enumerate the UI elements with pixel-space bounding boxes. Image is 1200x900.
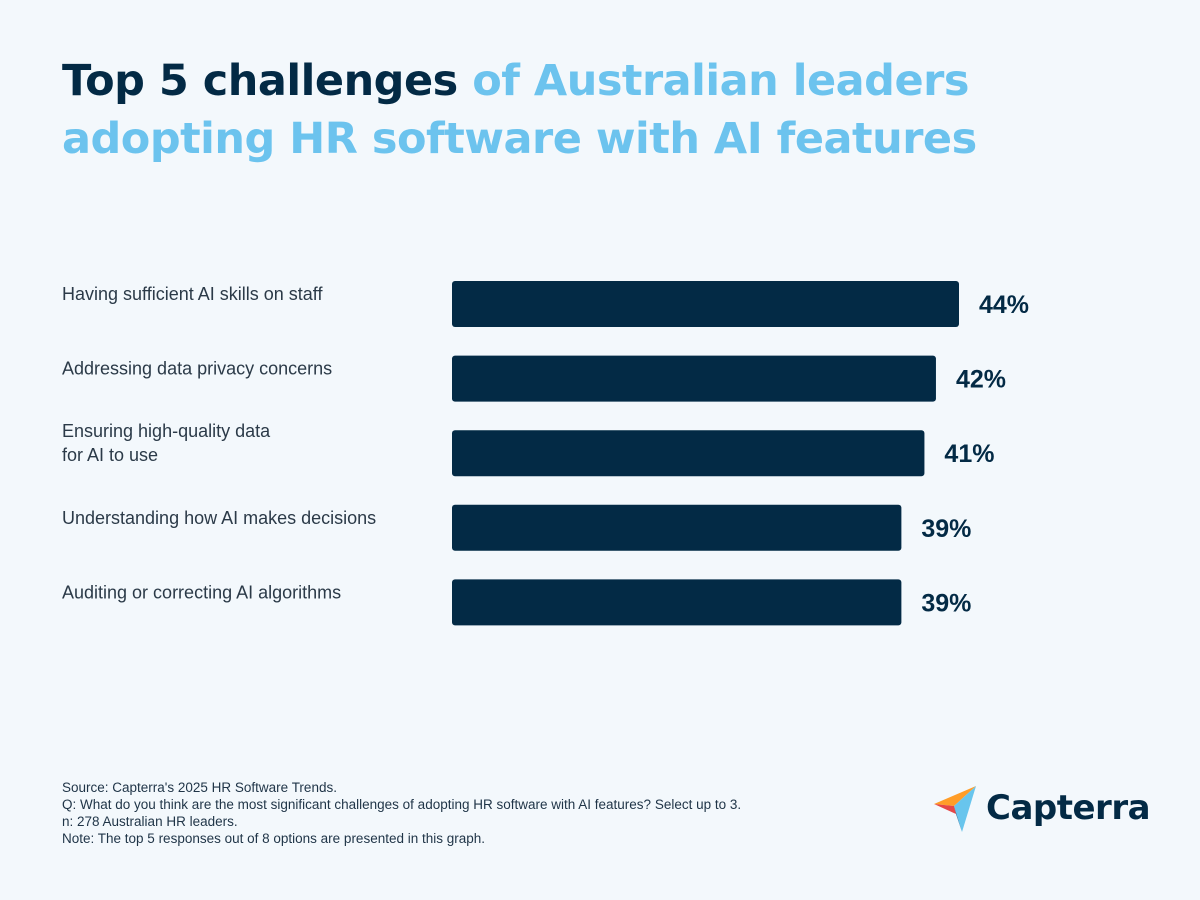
bar <box>452 430 925 477</box>
capterra-arrow-icon <box>934 786 976 832</box>
category-label: Addressing data privacy concerns <box>62 359 332 379</box>
category-label: Auditing or correcting AI algorithms <box>62 582 341 602</box>
category-label: Ensuring high-quality data for AI to use <box>62 421 271 465</box>
bar-chart: 44% Having sufficient AI skills on staff 4… <box>62 281 1029 626</box>
value-label: 39% <box>921 589 971 617</box>
bar <box>452 281 959 327</box>
sample-note: n: 278 Australian HR leaders. <box>62 814 238 829</box>
title-rest: of Australian leaders adopting HR softwa… <box>62 56 977 164</box>
value-label: 44% <box>979 291 1029 319</box>
source-note: Source: Capterra's 2025 HR Software Tren… <box>62 780 337 795</box>
bar <box>452 504 902 551</box>
title-highlight: Top 5 challenges <box>62 56 458 106</box>
logo-text: Capterra <box>986 788 1151 828</box>
options-note: Note: The top 5 responses out of 8 optio… <box>62 831 486 846</box>
value-label: 41% <box>944 440 994 468</box>
bar <box>452 579 902 626</box>
bar <box>452 355 936 402</box>
value-label: 42% <box>956 366 1006 394</box>
capterra-logo: Capterra <box>932 784 1151 832</box>
category-label: Having sufficient AI skills on staff <box>62 284 323 304</box>
category-label: Understanding how AI makes decisions <box>62 508 376 528</box>
question-note: Q: What do you think are the most signif… <box>62 797 742 812</box>
chart-title: Top 5 challenges of Australian leaders a… <box>62 52 1062 168</box>
value-label: 39% <box>921 515 971 543</box>
footnotes: Source: Capterra's 2025 HR Software Tren… <box>62 779 741 847</box>
